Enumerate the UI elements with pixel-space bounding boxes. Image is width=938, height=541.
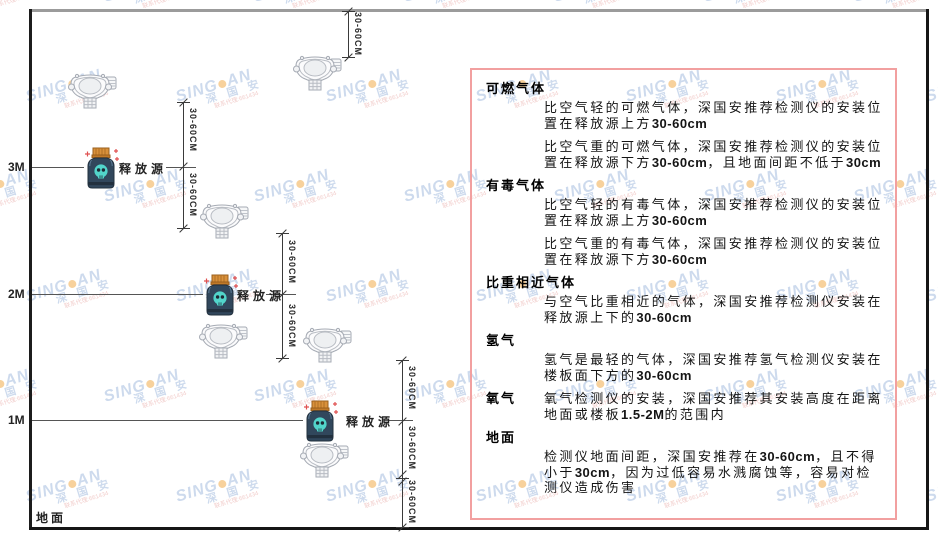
gas-detector-icon-below-2m [199,320,249,360]
dimension-label: 30-60CM [407,480,417,525]
gas-detector-icon-ceiling [293,52,343,92]
panel-section: 地面检测仪地面间距，深国安推荐在30-60cm，且不得小于30cm，因为过低容易… [486,430,881,496]
dimension-line-1m [396,356,409,532]
section-paragraph: 比空气轻的可燃气体，深国安推荐检测仪的安装位置在释放源上方30-60cm [544,100,883,131]
release-source-label-3m: 释放源 [119,162,168,176]
panel-section: 可燃气体比空气轻的可燃气体，深国安推荐检测仪的安装位置在释放源上方30-60cm… [486,81,881,170]
panel-section: 有毒气体比空气轻的有毒气体，深国安推荐检测仪的安装位置在释放源上方30-60cm… [486,178,881,267]
leader-line-2m [32,294,203,295]
height-label-1m: 1M [8,413,25,427]
floor-line [29,527,929,530]
section-paragraph: 比空气重的可燃气体，深国安推荐检测仪的安装位置在释放源下方30-60cm，且地面… [544,139,883,170]
panel-section: 氧气 氧气检测仪的安装，深国安推荐其安装高度在距离地面或楼板1.5-2M的范围内 [486,391,881,422]
dimension-line-3m [177,98,190,233]
dimension-label: 30-60CM [287,240,297,285]
height-label-3m: 3M [8,160,25,174]
release-source-icon-3m [83,146,119,190]
ceiling-line [30,9,929,12]
release-source-icon-2m [202,273,238,317]
panel-section: 氢气氢气是最轻的气体，深国安推荐氢气检测仪安装在楼板面下方的30-60cm [486,333,881,383]
leader-line-3m [32,167,84,168]
section-paragraph: 与空气比重相近的气体，深国安推荐检测仪安装在释放源上下的30-60cm [544,294,883,325]
release-source-label-2m: 释放源 [237,289,286,303]
dimension-label: 30-60CM [407,366,417,411]
panel-sections: 可燃气体比空气轻的可燃气体，深国安推荐检测仪的安装位置在释放源上方30-60cm… [486,81,881,496]
section-paragraph: 比空气重的有毒气体，深国安推荐检测仪的安装位置在释放源下方30-60cm [544,236,883,267]
section-paragraph: 氧气检测仪的安装，深国安推荐其安装高度在距离地面或楼板1.5-2M的范围内 [544,391,883,422]
release-source-icon-1m [302,399,338,443]
dimension-line-ceiling [342,7,355,62]
gas-detector-icon-below-1m [300,439,350,479]
dimension-label: 30-60CM [407,426,417,471]
gas-detector-icon-above-3m [68,70,118,110]
ground-label: 地面 [36,511,67,525]
section-heading: 有毒气体 [486,178,547,193]
gas-detector-icon-below-3m [200,200,250,240]
release-source-label-1m: 释放源 [346,415,395,429]
section-heading: 地面 [486,430,517,445]
leader-line-1m [32,420,303,421]
section-heading: 氢气 [486,333,517,348]
gas-detector-icon-above-1m [303,324,353,364]
left-wall-line [29,9,32,530]
dimension-label: 30-60CM [353,12,363,57]
section-paragraph: 氢气是最轻的气体，深国安推荐氢气检测仪安装在楼板面下方的30-60cm [544,352,883,383]
height-label-2m: 2M [8,287,25,301]
section-paragraph: 检测仪地面间距，深国安推荐在30-60cm，且不得小于30cm，因为过低容易水溅… [544,449,877,495]
section-paragraph: 比空气轻的有毒气体，深国安推荐检测仪的安装位置在释放源上方30-60cm [544,197,883,228]
dimension-label: 30-60CM [188,173,198,218]
section-heading: 氧气 [486,391,517,406]
dimension-label: 30-60CM [188,108,198,153]
section-heading: 比重相近气体 [486,275,577,290]
section-heading: 可燃气体 [486,81,547,96]
dimension-line-2m [276,229,289,363]
panel-section: 比重相近气体与空气比重相近的气体，深国安推荐检测仪安装在释放源上下的30-60c… [486,275,881,325]
right-wall-line [926,9,929,530]
dimension-label: 30-60CM [287,304,297,349]
installation-guidelines-panel: 可燃气体比空气轻的可燃气体，深国安推荐检测仪的安装位置在释放源上方30-60cm… [470,68,897,520]
